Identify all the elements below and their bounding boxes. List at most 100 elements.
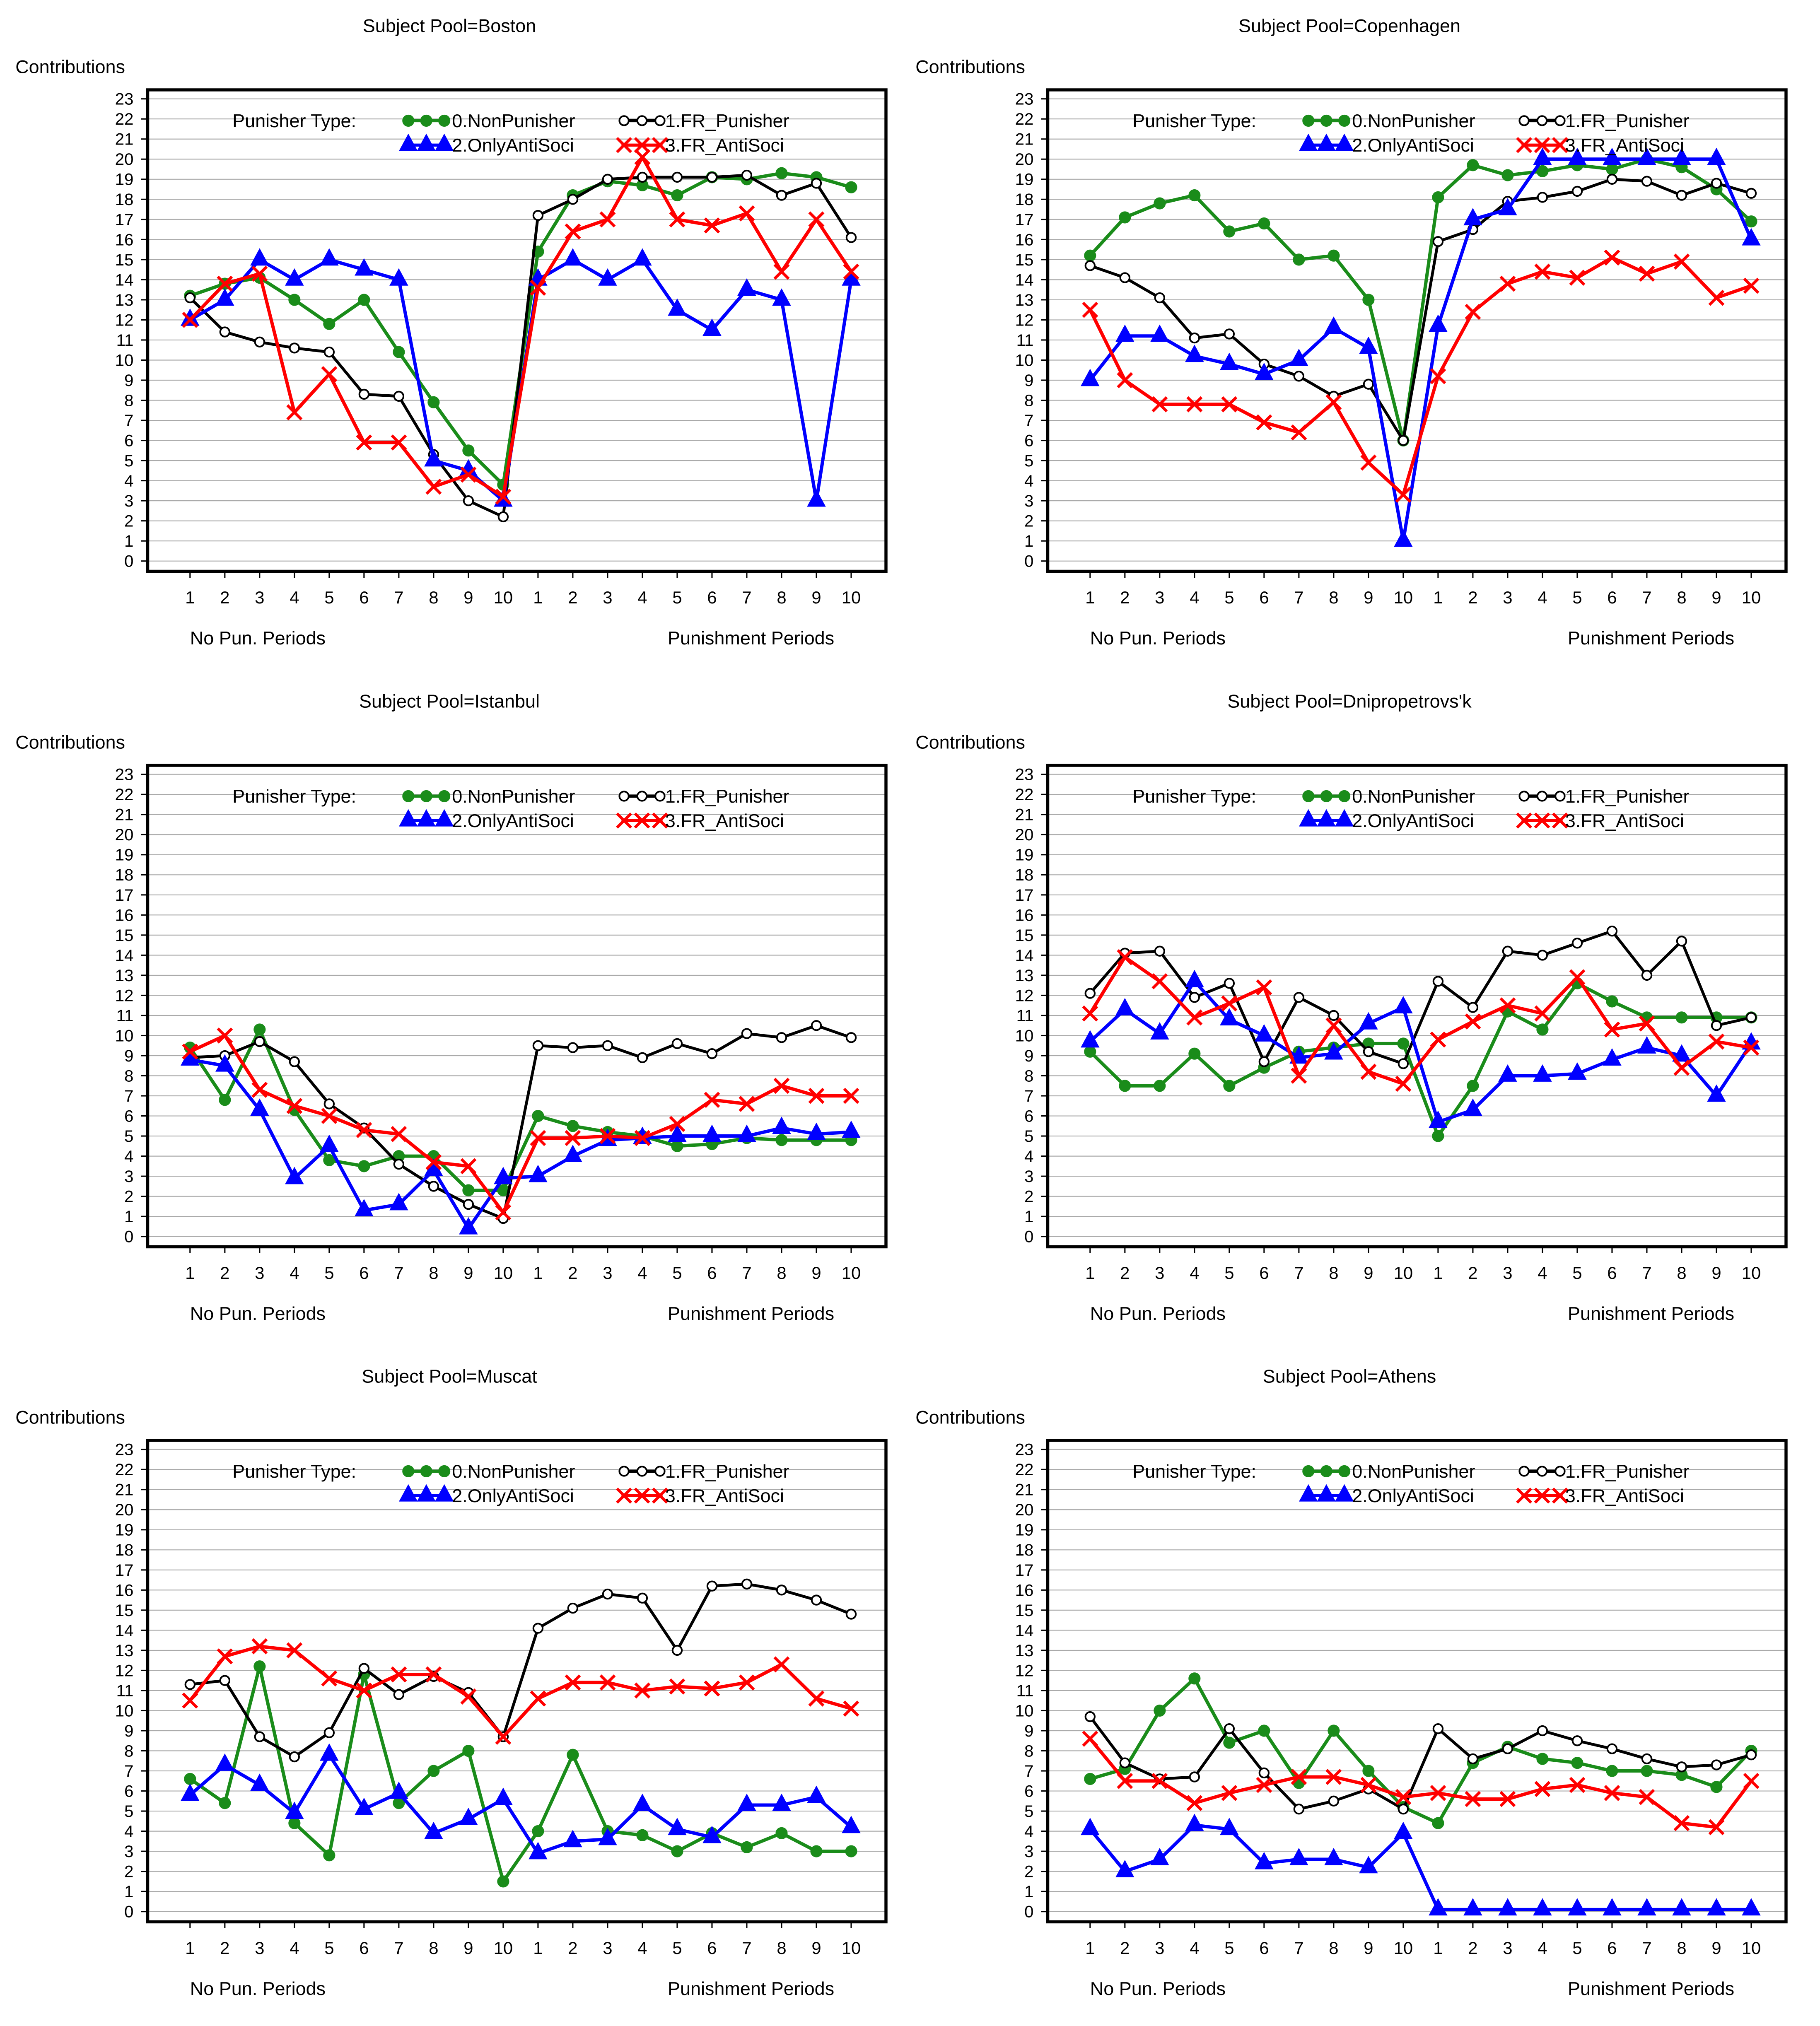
- data-point: [389, 268, 408, 286]
- y-tick-label: 23: [1015, 90, 1034, 109]
- data-point: [1606, 163, 1618, 176]
- data-point: [1256, 979, 1272, 996]
- data-point: [323, 346, 335, 358]
- series-line: [1089, 929, 1752, 1065]
- data-point: [532, 1109, 544, 1122]
- legend-marker: [1554, 115, 1566, 126]
- legend-title: Punisher Type:: [1132, 110, 1256, 131]
- x-tick-label: 1: [533, 1263, 543, 1283]
- data-point: [1639, 1015, 1655, 1032]
- data-point: [1499, 1791, 1516, 1807]
- y-axis-label: Contributions: [15, 731, 125, 753]
- data-point: [532, 210, 544, 221]
- data-point: [1289, 1848, 1308, 1866]
- chart-title: Subject Pool=Muscat: [362, 1366, 537, 1387]
- y-axis-label: Contributions: [915, 731, 1025, 753]
- legend-label: 3.FR_AntiSoci: [665, 810, 784, 831]
- series-3.FR_AntiSoci: [182, 1027, 859, 1220]
- data-point: [286, 404, 303, 421]
- legend-marker: [1536, 790, 1548, 802]
- data-point: [1359, 336, 1378, 354]
- legend-marker: [652, 137, 668, 153]
- data-point: [495, 1729, 512, 1745]
- data-point: [1115, 1860, 1134, 1878]
- x-tick-label: 10: [1394, 588, 1413, 607]
- data-point: [563, 1830, 582, 1848]
- legend-label: 3.FR_AntiSoci: [1565, 810, 1684, 831]
- data-point: [1711, 1020, 1722, 1031]
- x-tick-label: 5: [672, 588, 682, 607]
- data-point: [1639, 265, 1655, 282]
- data-point: [598, 268, 617, 286]
- x-tick-label: 2: [220, 588, 229, 607]
- y-tick-label: 23: [115, 1440, 134, 1459]
- data-point: [1536, 165, 1549, 177]
- y-tick-label: 9: [1024, 371, 1033, 390]
- data-point: [1606, 1765, 1618, 1777]
- legend-label: 3.FR_AntiSoci: [1565, 1485, 1684, 1506]
- data-point: [1394, 996, 1413, 1013]
- data-point: [530, 1691, 546, 1707]
- data-point: [1084, 260, 1096, 271]
- data-point: [634, 1682, 651, 1699]
- data-point: [530, 1130, 546, 1146]
- data-point: [462, 444, 475, 457]
- data-point: [356, 1682, 372, 1699]
- y-tick-label: 19: [115, 845, 134, 864]
- chart-title: Subject Pool=Istanbul: [359, 690, 540, 712]
- x-tick-label: 2: [1120, 1938, 1130, 1958]
- x-tick-label: 10: [494, 1938, 513, 1958]
- data-point: [1676, 935, 1687, 947]
- x-tick-label: 1: [533, 588, 543, 607]
- y-tick-label: 16: [1015, 1581, 1034, 1599]
- data-point: [1151, 973, 1168, 989]
- legend-marker: [438, 1465, 451, 1478]
- data-point: [1189, 1771, 1200, 1782]
- data-point: [1223, 1737, 1236, 1749]
- data-point: [669, 211, 686, 228]
- data-point: [1534, 263, 1551, 280]
- data-point: [1398, 1804, 1409, 1815]
- y-tick-label: 15: [1015, 926, 1034, 944]
- x-tick-label: 8: [429, 1263, 438, 1283]
- x-tick-label: 4: [1190, 1938, 1199, 1958]
- data-point: [1501, 169, 1514, 181]
- legend-marker: [1518, 1466, 1530, 1477]
- data-point: [285, 1802, 304, 1819]
- gridlines: [1048, 1449, 1786, 1912]
- x-tick-label: 8: [777, 588, 786, 607]
- data-point: [1534, 1781, 1551, 1797]
- data-point: [602, 174, 613, 185]
- x-tick-label: 8: [1329, 1263, 1338, 1283]
- y-tick-label: 12: [115, 1662, 134, 1680]
- data-point: [424, 449, 443, 467]
- x-tick-label: 5: [324, 1263, 334, 1283]
- legend: Punisher Type: 0.NonPunisher 1.FR_Punisher…: [1132, 110, 1689, 156]
- data-point: [425, 1666, 442, 1683]
- data-point: [182, 1043, 198, 1060]
- y-tick-label: 4: [1024, 1147, 1033, 1165]
- x-tick-label: 1: [533, 1938, 543, 1958]
- data-point: [289, 1056, 300, 1067]
- data-point: [1745, 188, 1757, 199]
- data-point: [567, 1042, 579, 1053]
- legend-marker: [1320, 114, 1332, 127]
- legend-marker: [654, 790, 666, 802]
- y-tick-label: 4: [124, 472, 133, 490]
- legend: Punisher Type: 0.NonPunisher 1.FR_Punisher…: [1132, 785, 1689, 831]
- series-line: [1089, 1823, 1752, 1912]
- y-tick-label: 19: [115, 170, 134, 189]
- legend-marker: [1554, 1466, 1566, 1477]
- y-tick-label: 23: [115, 90, 134, 109]
- legend-marker: [399, 133, 418, 151]
- data-point: [497, 511, 509, 523]
- data-point: [1081, 1818, 1100, 1835]
- legend-label: 0.NonPunisher: [452, 110, 575, 131]
- x-tick-label: 5: [1572, 588, 1582, 607]
- x-tick-label: 8: [429, 1938, 438, 1958]
- y-tick-label: 13: [1015, 291, 1034, 309]
- data-point: [776, 1032, 787, 1043]
- x-tick-label: 8: [777, 1263, 786, 1283]
- data-point: [1430, 368, 1446, 384]
- y-tick-label: 11: [116, 331, 134, 350]
